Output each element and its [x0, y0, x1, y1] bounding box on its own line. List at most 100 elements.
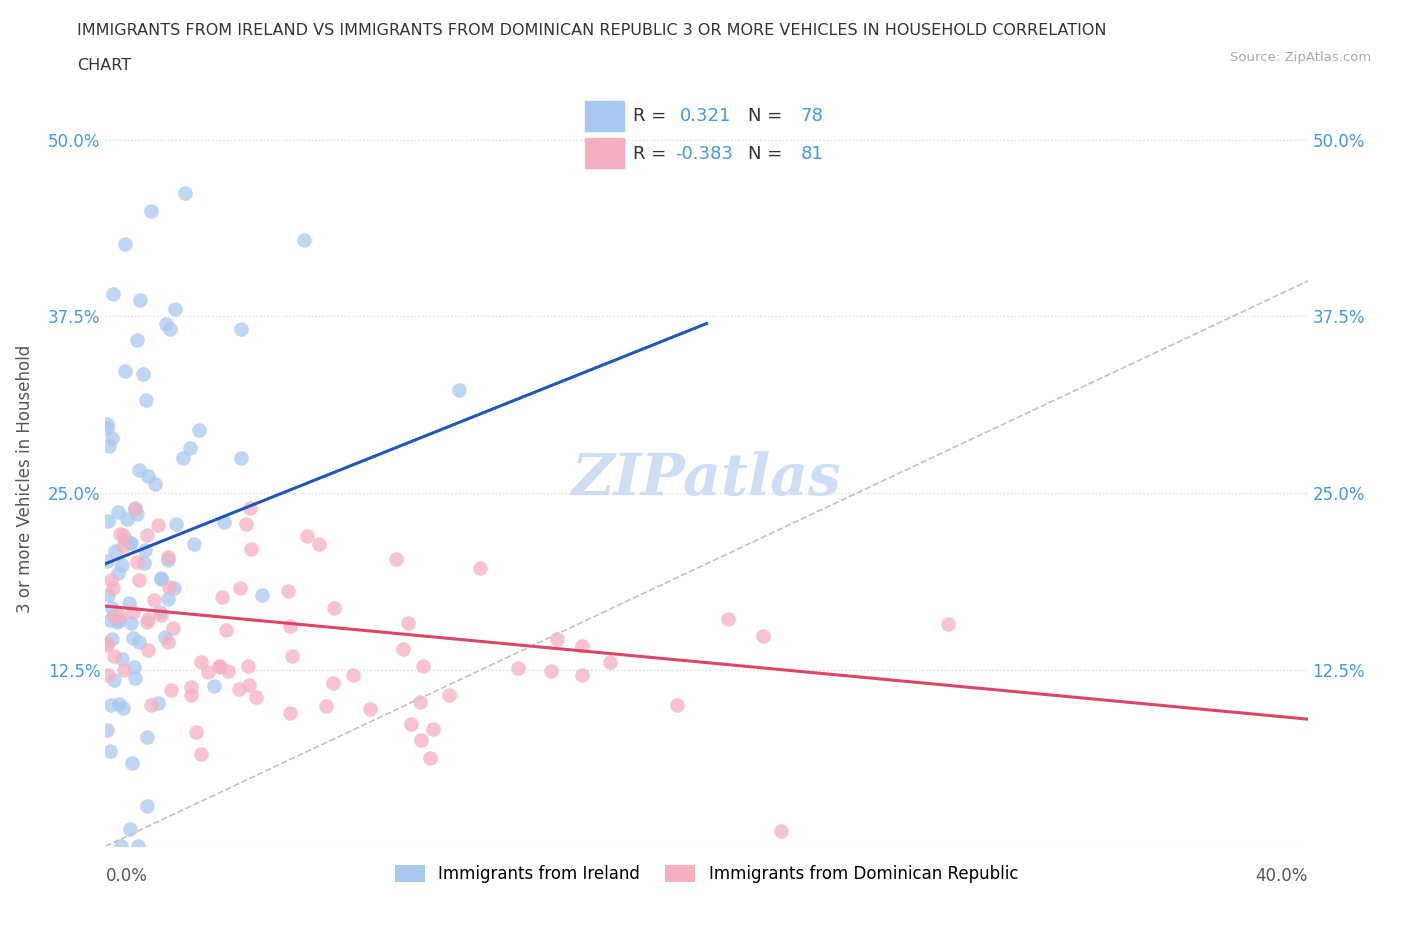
Point	[153, 630, 176, 644]
Point	[770, 823, 793, 838]
Point	[107, 565, 129, 580]
Point	[228, 682, 250, 697]
Point	[96, 638, 118, 653]
Text: -0.383: -0.383	[675, 145, 734, 163]
Point	[156, 552, 179, 567]
Point	[146, 518, 169, 533]
Point	[217, 664, 239, 679]
Point	[236, 658, 259, 673]
Point	[411, 733, 433, 748]
Point	[229, 322, 252, 337]
Point	[97, 668, 120, 683]
Point	[396, 616, 419, 631]
Text: 81: 81	[801, 145, 824, 163]
Point	[103, 609, 125, 624]
Point	[135, 527, 157, 542]
Point	[156, 591, 179, 606]
Point	[132, 366, 155, 381]
Point	[100, 572, 122, 587]
Point	[135, 614, 157, 629]
Text: N =: N =	[748, 107, 782, 125]
Point	[150, 570, 173, 585]
Point	[229, 450, 252, 465]
Point	[134, 542, 156, 557]
Point	[447, 383, 470, 398]
Text: IMMIGRANTS FROM IRELAND VS IMMIGRANTS FROM DOMINICAN REPUBLIC 3 OR MORE VEHICLES: IMMIGRANTS FROM IRELAND VS IMMIGRANTS FR…	[77, 23, 1107, 38]
Point	[280, 618, 302, 633]
Point	[308, 537, 330, 551]
Point	[235, 516, 257, 531]
Point	[165, 516, 187, 531]
Point	[129, 293, 152, 308]
Point	[936, 617, 959, 631]
Point	[240, 542, 263, 557]
Point	[98, 744, 121, 759]
Point	[112, 538, 135, 553]
Bar	[585, 100, 624, 130]
Point	[399, 716, 422, 731]
Point	[128, 463, 150, 478]
Point	[127, 507, 149, 522]
Point	[666, 698, 689, 712]
Point	[174, 186, 197, 201]
Point	[183, 537, 205, 551]
Point	[277, 584, 299, 599]
Point	[163, 581, 186, 596]
Point	[115, 512, 138, 526]
Point	[412, 658, 434, 673]
Y-axis label: 3 or more Vehicles in Household: 3 or more Vehicles in Household	[15, 345, 34, 613]
Point	[162, 620, 184, 635]
Point	[342, 668, 364, 683]
Point	[157, 579, 180, 594]
Point	[148, 696, 170, 711]
Point	[149, 571, 172, 586]
Point	[127, 839, 149, 854]
Point	[138, 611, 160, 626]
Point	[101, 601, 124, 616]
Point	[163, 302, 186, 317]
Point	[172, 451, 194, 466]
Text: 0.321: 0.321	[681, 107, 731, 125]
Point	[101, 286, 124, 301]
Text: N =: N =	[748, 145, 782, 163]
Point	[359, 701, 381, 716]
Point	[101, 580, 124, 595]
Point	[100, 631, 122, 646]
Point	[97, 438, 120, 453]
Point	[98, 613, 121, 628]
Point	[125, 555, 148, 570]
Point	[122, 630, 145, 644]
Point	[159, 322, 181, 337]
Text: CHART: CHART	[77, 58, 131, 73]
Point	[110, 839, 132, 854]
Point	[108, 526, 131, 541]
Point	[108, 613, 131, 628]
Point	[111, 652, 134, 667]
Point	[96, 635, 118, 650]
Point	[385, 551, 408, 566]
Point	[315, 698, 337, 713]
Point	[197, 665, 219, 680]
Point	[323, 601, 346, 616]
Point	[121, 755, 143, 770]
Point	[118, 536, 141, 551]
Point	[202, 679, 225, 694]
Point	[122, 659, 145, 674]
Point	[208, 660, 231, 675]
Point	[104, 543, 127, 558]
Point	[108, 697, 131, 711]
Point	[321, 675, 343, 690]
Point	[135, 392, 157, 407]
Point	[239, 500, 262, 515]
Point	[437, 688, 460, 703]
Point	[132, 555, 155, 570]
Point	[128, 573, 150, 588]
Point	[149, 607, 172, 622]
Point	[238, 678, 260, 693]
Point	[124, 501, 146, 516]
Point	[128, 634, 150, 649]
Text: 0.0%: 0.0%	[105, 868, 148, 885]
Point	[139, 203, 162, 218]
Point	[138, 468, 160, 483]
Point	[112, 663, 135, 678]
